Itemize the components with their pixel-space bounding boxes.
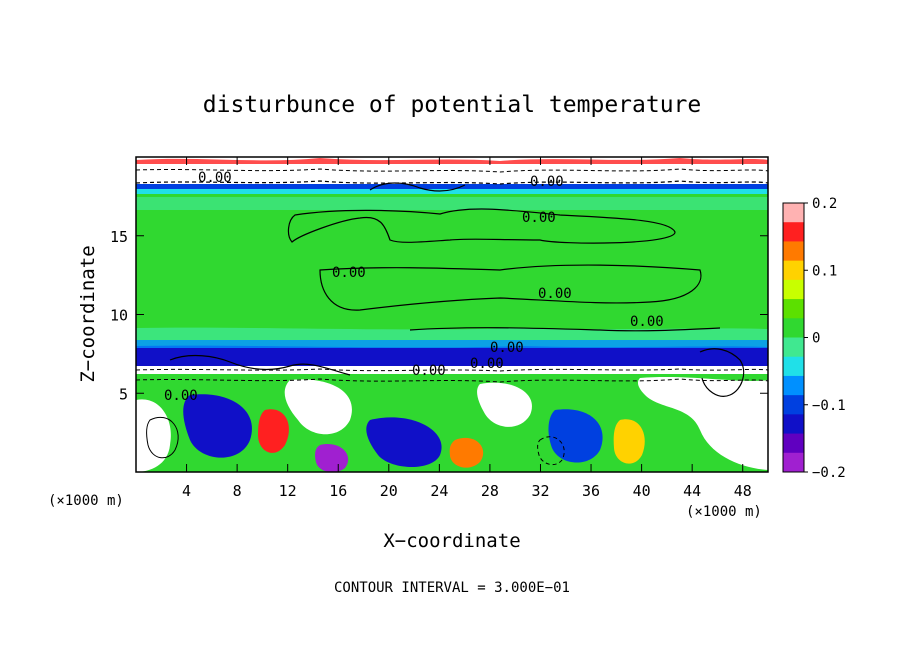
upper-band-blue-strip <box>136 184 768 189</box>
contour-line-4 <box>136 180 768 185</box>
contour-label: 0.00 <box>630 314 664 330</box>
x-axis-unit-right: (×1000 m) <box>686 504 762 520</box>
x-tick-label: 20 <box>380 482 398 500</box>
contour-label: 0.00 <box>538 286 572 302</box>
x-tick-label: 8 <box>233 482 242 500</box>
x-tick-label: 24 <box>430 482 448 500</box>
y-tick-label: 15 <box>110 228 128 246</box>
colorbar-frame <box>782 202 805 473</box>
contour-line-2 <box>319 264 702 311</box>
blue-band-light <box>136 340 768 348</box>
colorbar-label: −0.2 <box>812 465 846 481</box>
colorbar-swatch <box>783 395 804 415</box>
x-tick-label: 48 <box>734 482 752 500</box>
lower-white-patch-3 <box>477 382 532 427</box>
contour-label: 0.00 <box>198 170 232 186</box>
contour-line-5 <box>136 168 768 173</box>
lower-blue-patch-1 <box>183 394 252 458</box>
x-tick-label: 32 <box>531 482 549 500</box>
upper-band-red-strip <box>136 158 768 164</box>
colorbar-label: 0.1 <box>812 263 837 279</box>
lower-purple-patch <box>315 444 349 472</box>
lower-blue-patch-3 <box>548 409 603 463</box>
blue-band <box>136 345 768 366</box>
x-tick-label: 4 <box>182 482 191 500</box>
lower-red-patch-1 <box>258 409 289 453</box>
contour-label: 0.00 <box>470 356 504 372</box>
colorbar-label: 0.2 <box>812 196 837 212</box>
lower-white-patch-2 <box>284 379 352 435</box>
colorbar-swatch <box>783 260 804 281</box>
lower-white-patch-4 <box>637 377 768 470</box>
colorbar-swatch <box>783 203 804 223</box>
x-axis-ticks: 4 8 12 16 20 24 28 32 36 40 44 48 <box>182 157 752 500</box>
colorbar-swatch <box>783 241 804 262</box>
colorbar-label: −0.1 <box>812 398 846 414</box>
plot-area: 0.00 0.00 0.00 0.00 0.00 0.00 0.00 0.00 … <box>136 157 768 472</box>
y-axis-label: Z−coordinate <box>77 245 99 382</box>
x-tick-label: 36 <box>582 482 600 500</box>
x-tick-label: 16 <box>329 482 347 500</box>
colorbar-swatch <box>783 433 804 454</box>
colorbar-swatch <box>783 414 804 435</box>
contour-line-11 <box>146 416 179 459</box>
colorbar: 0.2 0.1 0 −0.1 −0.2 <box>783 196 846 481</box>
x-axis-label: X−coordinate <box>383 530 520 552</box>
contour-interval-note: CONTOUR INTERVAL = 3.000E−01 <box>334 580 570 596</box>
y-axis-ticks: 5 10 15 <box>110 228 768 403</box>
x-tick-label: 44 <box>683 482 701 500</box>
x-tick-label: 40 <box>633 482 651 500</box>
colorbar-swatch <box>783 299 804 319</box>
contour-label: 0.00 <box>332 265 366 281</box>
contour-line-3 <box>409 327 721 332</box>
contour-label: 0.00 <box>412 363 446 379</box>
colorbar-label: 0 <box>812 331 820 347</box>
colorbar-swatch <box>783 222 804 242</box>
contour-line-7 <box>136 378 768 383</box>
colorbar-swatch <box>783 337 804 358</box>
contour-line-9 <box>699 348 745 397</box>
contour-line-1 <box>287 208 676 244</box>
contour-label: 0.00 <box>522 210 556 226</box>
contour-line-10 <box>369 182 466 192</box>
x-axis-unit-left: (×1000 m) <box>48 493 124 509</box>
contour-line-8 <box>169 354 351 376</box>
upper-band-cyan-strip-2 <box>136 197 768 210</box>
colorbar-swatch <box>783 452 804 473</box>
colorbar-swatch <box>783 318 804 338</box>
colorbar-swatch <box>783 279 804 300</box>
contour-line-12 <box>537 436 565 466</box>
colorbar-swatch <box>783 356 804 377</box>
y-tick-label: 5 <box>119 385 128 403</box>
lower-red-patch-3 <box>613 419 645 464</box>
lower-red-patch-2 <box>449 437 484 468</box>
upper-band-cyan-strip <box>136 189 768 194</box>
contour-label: 0.00 <box>490 340 524 356</box>
contour-line-6 <box>136 368 768 372</box>
contour-label: 0.00 <box>530 174 564 190</box>
chart-title: disturbunce of potential temperature <box>203 92 702 118</box>
x-tick-label: 12 <box>279 482 297 500</box>
contour-label: 0.00 <box>164 388 198 404</box>
x-tick-label: 28 <box>481 482 499 500</box>
lower-blue-patch-2 <box>366 417 442 468</box>
colorbar-swatch <box>783 375 804 396</box>
y-tick-label: 10 <box>110 307 128 325</box>
